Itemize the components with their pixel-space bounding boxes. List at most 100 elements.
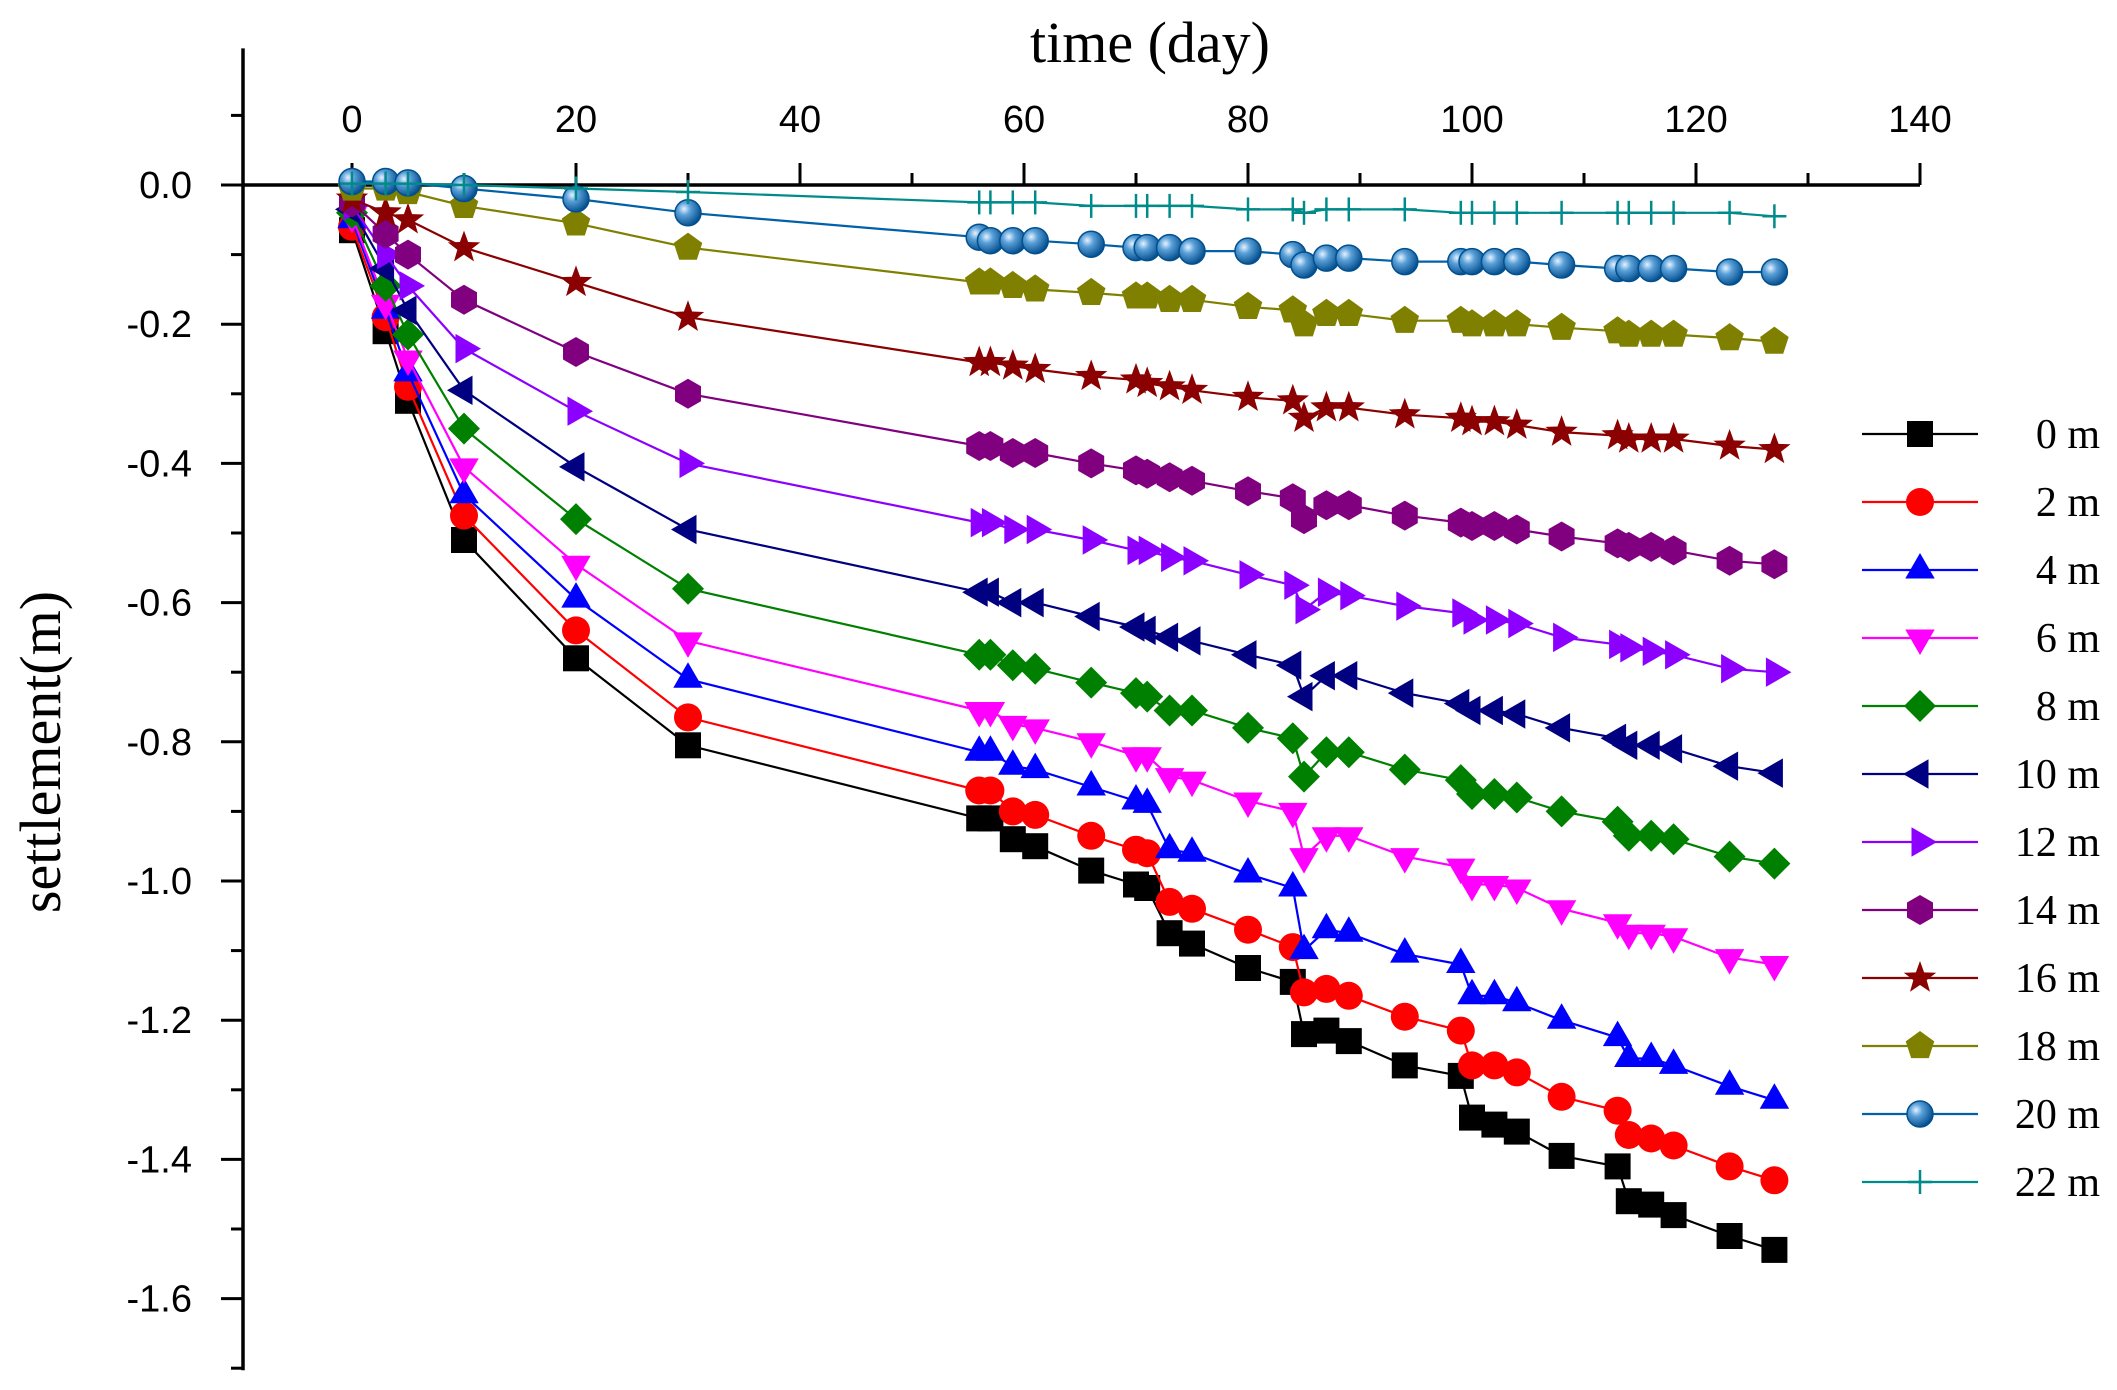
data-point-8m: [448, 412, 480, 445]
data-point-20m: [1335, 244, 1363, 272]
data-point-6m: [1479, 876, 1510, 902]
data-point-6m: [1390, 848, 1420, 874]
legend-marker-16m: [1903, 961, 1937, 992]
data-point-14m: [675, 378, 701, 409]
data-point-0m: [1335, 1028, 1362, 1055]
x-tick-label: 80: [1227, 99, 1269, 141]
data-point-10m: [1757, 758, 1783, 788]
data-point-4m: [1311, 912, 1342, 939]
data-point-4m: [1614, 1041, 1644, 1067]
data-point-20m: [1760, 258, 1789, 286]
data-point-0m: [1503, 1118, 1530, 1145]
data-point-20m: [1155, 233, 1184, 262]
data-point-2m: [1760, 1166, 1789, 1195]
data-point-4m: [1658, 1048, 1689, 1074]
data-point-10m: [447, 375, 473, 406]
data-point-20m: [1659, 254, 1688, 283]
data-point-0m: [1179, 930, 1205, 957]
data-point-8m: [1713, 840, 1746, 873]
legend-entry-0m: 0 m: [1862, 412, 2100, 458]
data-point-22m: [1236, 197, 1260, 222]
data-point-16m: [1019, 352, 1052, 384]
y-tick-label: -0.6: [127, 583, 192, 625]
data-point-0m: [1481, 1111, 1508, 1138]
data-point-12m: [1340, 580, 1366, 611]
data-point-4m: [1546, 1003, 1577, 1029]
series-16m: [335, 181, 1791, 464]
data-point-4m: [1020, 752, 1050, 779]
series-22m: [340, 171, 1787, 229]
data-point-2m: [1458, 1051, 1486, 1080]
legend-entry-12m: 12 m: [1862, 820, 2100, 866]
data-point-16m: [1713, 429, 1746, 460]
data-point-8m: [1288, 760, 1320, 793]
data-point-22m: [1762, 204, 1787, 229]
x-tick-label: 20: [555, 99, 597, 141]
data-point-16m: [1635, 422, 1668, 453]
data-point-16m: [1657, 422, 1690, 453]
data-point-12m: [679, 448, 705, 479]
data-point-10m: [995, 587, 1022, 618]
data-point-2m: [1603, 1096, 1632, 1125]
data-point-6m: [998, 715, 1028, 742]
y-tick-label: -1.2: [127, 1000, 192, 1042]
data-point-2m: [1547, 1082, 1576, 1111]
data-point-0m: [1022, 833, 1049, 860]
data-point-14m: [999, 438, 1026, 468]
data-point-4m: [1233, 857, 1263, 883]
series-0m: [339, 217, 1788, 1263]
data-point-10m: [1152, 622, 1179, 653]
data-point-8m: [1176, 694, 1208, 727]
data-point-2m: [1446, 1016, 1475, 1045]
data-point-18m: [998, 270, 1028, 299]
legend-marker-14m: [1907, 895, 1933, 925]
data-point-18m: [1312, 298, 1341, 326]
data-point-18m: [673, 232, 703, 260]
data-point-4m: [673, 662, 703, 688]
data-point-12m: [981, 507, 1008, 538]
series-line-12m: [351, 205, 1775, 674]
data-point-6m: [1759, 956, 1790, 982]
data-point-14m: [1548, 521, 1575, 552]
data-point-22m: [1460, 200, 1484, 225]
data-point-22m: [1280, 197, 1305, 222]
data-point-22m: [1549, 200, 1574, 225]
data-point-14m: [1279, 483, 1306, 514]
data-point-12m: [1765, 657, 1792, 687]
y-tick-label: -0.2: [127, 304, 192, 346]
data-point-4m: [1759, 1083, 1790, 1109]
data-point-8m: [1075, 666, 1108, 699]
data-point-22m: [1023, 190, 1048, 215]
data-point-8m: [1153, 694, 1186, 727]
data-point-0m: [1716, 1223, 1743, 1249]
series-10m: [335, 194, 1783, 788]
data-point-2m: [1077, 821, 1106, 850]
data-point-12m: [1284, 570, 1310, 600]
data-point-4m: [1390, 937, 1420, 963]
data-point-22m: [564, 176, 588, 201]
series-line-10m: [351, 208, 1775, 775]
legend-label: 20 m: [2015, 1092, 2101, 1138]
data-point-10m: [559, 452, 585, 482]
data-point-12m: [1138, 535, 1165, 566]
data-point-20m: [1234, 237, 1262, 265]
data-point-0m: [1291, 1021, 1317, 1048]
data-point-2m: [1659, 1131, 1688, 1160]
data-point-10m: [1309, 660, 1335, 691]
data-point-14m: [1615, 531, 1642, 562]
data-point-6m: [1714, 949, 1745, 975]
data-point-22m: [1504, 200, 1529, 225]
data-point-8m: [1019, 652, 1052, 685]
data-point-10m: [1231, 640, 1257, 670]
legend: 0 m 2 m 4 m 6 m 8 m 10 m 12 m 14 m 16 m 18 m 20 m 2…: [1862, 412, 2100, 1206]
data-point-12m: [1485, 605, 1512, 635]
data-point-22m: [396, 171, 420, 196]
legend-marker-8m: [1904, 690, 1936, 722]
data-point-2m: [1234, 915, 1262, 944]
series-6m: [337, 207, 1790, 982]
data-point-8m: [1310, 736, 1343, 769]
data-point-8m: [1276, 722, 1309, 755]
data-point-22m: [978, 190, 1003, 215]
data-point-8m: [1388, 753, 1421, 786]
data-point-18m: [1715, 323, 1744, 351]
